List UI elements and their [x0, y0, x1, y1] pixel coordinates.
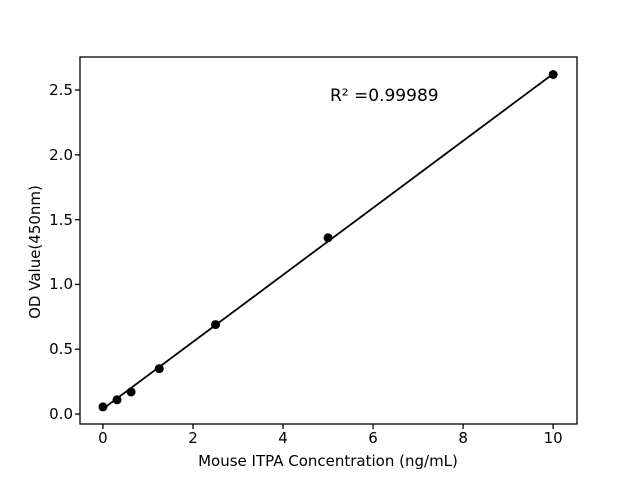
x-tick-label: 8 — [458, 429, 468, 447]
x-tick-label: 10 — [543, 429, 563, 447]
plot-frame — [79, 56, 578, 425]
data-point — [548, 69, 558, 79]
data-point — [323, 233, 333, 243]
y-tick-label: 0.5 — [49, 340, 73, 359]
y-ticks — [75, 89, 80, 415]
data-point — [126, 387, 136, 397]
data-points — [98, 69, 558, 412]
x-tick-label: 2 — [188, 429, 198, 447]
data-point — [98, 402, 108, 412]
r-squared-annotation: R² =0.99989 — [330, 86, 439, 106]
y-tick-label: 2.5 — [49, 81, 73, 100]
y-axis-label: OD Value(450nm) — [26, 185, 44, 319]
y-tick-label: 0.0 — [49, 405, 73, 424]
x-axis-label: Mouse ITPA Concentration (ng/mL) — [198, 452, 458, 470]
y-tick-label: 1.0 — [49, 275, 73, 294]
data-point — [112, 395, 122, 405]
x-ticks — [102, 424, 554, 429]
y-tick-label: 2.0 — [49, 145, 73, 164]
x-tick-label: 0 — [98, 429, 108, 447]
x-tick-label: 4 — [278, 429, 288, 447]
data-point — [211, 320, 221, 330]
data-point — [154, 364, 164, 374]
y-tick-label: 1.5 — [49, 210, 73, 229]
x-tick-label: 6 — [368, 429, 378, 447]
